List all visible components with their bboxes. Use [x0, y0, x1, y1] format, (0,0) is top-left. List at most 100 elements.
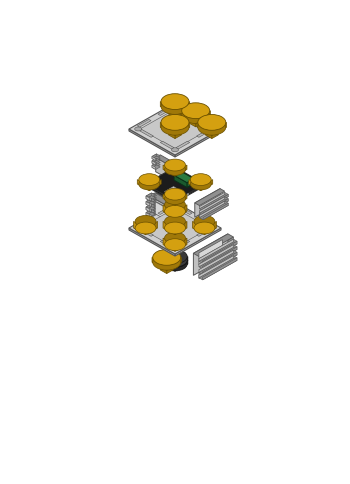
Ellipse shape	[198, 120, 226, 135]
Polygon shape	[146, 201, 155, 206]
Polygon shape	[146, 207, 155, 212]
Ellipse shape	[198, 115, 226, 130]
Polygon shape	[134, 221, 146, 235]
Polygon shape	[162, 257, 175, 268]
Polygon shape	[147, 197, 151, 201]
Polygon shape	[152, 165, 156, 169]
Polygon shape	[147, 212, 156, 218]
Polygon shape	[195, 189, 220, 217]
Ellipse shape	[172, 226, 178, 230]
Polygon shape	[203, 247, 237, 269]
Polygon shape	[177, 232, 183, 243]
Polygon shape	[199, 195, 228, 211]
Ellipse shape	[164, 232, 186, 244]
Polygon shape	[155, 202, 179, 227]
Polygon shape	[169, 127, 175, 138]
Polygon shape	[146, 204, 155, 209]
Polygon shape	[199, 256, 233, 278]
Ellipse shape	[208, 127, 215, 131]
Polygon shape	[199, 242, 237, 263]
Polygon shape	[175, 228, 221, 256]
Ellipse shape	[172, 205, 178, 209]
Polygon shape	[199, 237, 233, 278]
Polygon shape	[151, 193, 203, 222]
Polygon shape	[197, 122, 212, 136]
Polygon shape	[158, 207, 172, 214]
Polygon shape	[176, 240, 190, 248]
Polygon shape	[152, 163, 156, 167]
Polygon shape	[150, 196, 184, 237]
Ellipse shape	[163, 254, 187, 268]
Polygon shape	[178, 107, 192, 116]
Polygon shape	[152, 156, 160, 161]
Polygon shape	[160, 122, 175, 136]
Ellipse shape	[135, 127, 142, 131]
Polygon shape	[146, 207, 150, 212]
Polygon shape	[152, 158, 156, 163]
Ellipse shape	[194, 215, 215, 227]
Polygon shape	[147, 207, 151, 212]
Polygon shape	[199, 245, 237, 266]
Polygon shape	[183, 227, 198, 241]
Ellipse shape	[161, 94, 189, 109]
Ellipse shape	[164, 205, 186, 217]
Polygon shape	[169, 227, 183, 241]
Polygon shape	[152, 165, 160, 169]
Ellipse shape	[208, 226, 215, 230]
Polygon shape	[163, 194, 175, 205]
Polygon shape	[187, 179, 194, 187]
Polygon shape	[195, 189, 225, 206]
Polygon shape	[203, 258, 237, 280]
Polygon shape	[152, 160, 160, 165]
Polygon shape	[175, 102, 190, 115]
Polygon shape	[163, 238, 175, 251]
Polygon shape	[160, 262, 167, 273]
Polygon shape	[199, 197, 225, 213]
Polygon shape	[147, 199, 156, 204]
Polygon shape	[156, 202, 191, 233]
Ellipse shape	[161, 120, 189, 135]
Polygon shape	[203, 203, 228, 220]
Ellipse shape	[163, 250, 187, 263]
Polygon shape	[169, 106, 175, 118]
Polygon shape	[147, 196, 156, 201]
Polygon shape	[203, 195, 228, 211]
Polygon shape	[199, 240, 222, 265]
Polygon shape	[146, 196, 155, 201]
Polygon shape	[129, 129, 175, 157]
Ellipse shape	[164, 188, 186, 200]
Polygon shape	[146, 210, 152, 215]
Polygon shape	[160, 141, 174, 149]
Polygon shape	[152, 158, 160, 163]
Polygon shape	[201, 180, 213, 191]
Ellipse shape	[172, 106, 178, 110]
Polygon shape	[199, 239, 233, 261]
Ellipse shape	[153, 249, 181, 265]
Polygon shape	[146, 196, 150, 201]
Ellipse shape	[161, 115, 189, 130]
Polygon shape	[199, 253, 237, 274]
Polygon shape	[212, 122, 226, 136]
Polygon shape	[149, 180, 161, 191]
Ellipse shape	[139, 178, 160, 190]
Polygon shape	[175, 227, 188, 238]
Polygon shape	[203, 241, 237, 263]
Polygon shape	[199, 199, 228, 215]
Polygon shape	[137, 180, 149, 191]
Polygon shape	[175, 238, 187, 251]
Polygon shape	[175, 165, 187, 176]
Ellipse shape	[194, 222, 215, 234]
Polygon shape	[194, 234, 228, 275]
Polygon shape	[146, 221, 158, 235]
Polygon shape	[199, 247, 237, 269]
Polygon shape	[175, 122, 190, 136]
Polygon shape	[147, 199, 153, 204]
Polygon shape	[199, 250, 233, 272]
Polygon shape	[152, 163, 160, 167]
Polygon shape	[160, 240, 174, 248]
Polygon shape	[140, 109, 210, 149]
Polygon shape	[129, 202, 221, 254]
Polygon shape	[178, 193, 188, 201]
Ellipse shape	[182, 103, 210, 119]
Polygon shape	[146, 201, 150, 206]
